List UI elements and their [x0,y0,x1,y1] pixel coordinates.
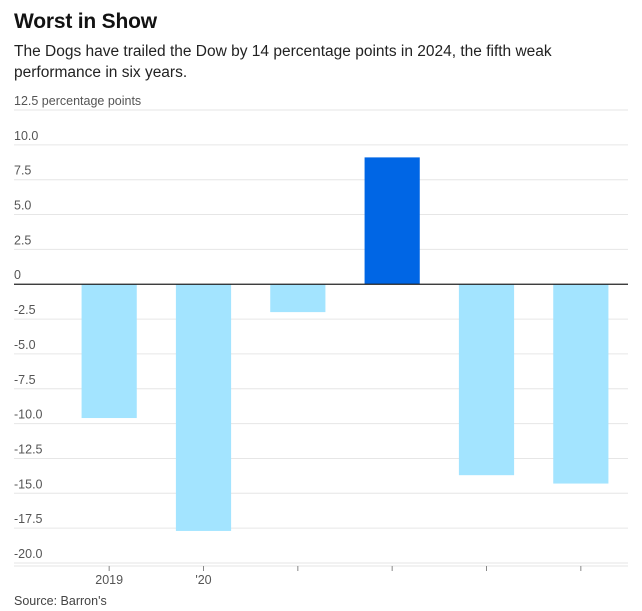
y-axis-tick-labels: 12.5 percentage points 10.0 7.5 5.0 2.5 0 -2.5… [14,94,141,561]
x-axis: 2019 '20 [14,565,628,587]
y-tick-label: 7.5 [14,164,31,178]
y-tick-label: -20.0 [14,547,43,561]
y-tick-label: -2.5 [14,303,36,317]
bar [175,284,232,531]
bar [270,284,326,313]
y-tick-label: -7.5 [14,373,36,387]
x-tick-label: 2019 [95,573,123,587]
source-note: Source: Barron's [14,594,107,608]
bar [81,284,137,419]
chart-subtitle: The Dogs have trailed the Dow by 14 perc… [14,43,552,81]
y-tick-label: -5.0 [14,338,36,352]
chart-title: Worst in Show [14,10,157,33]
y-tick-label: 2.5 [14,233,31,247]
x-tick-label: '20 [195,573,211,587]
y-tick-label: -12.5 [14,442,43,456]
y-tick-label: -10.0 [14,408,43,422]
bar [553,284,609,484]
y-tick-label: 0 [14,268,21,282]
y-tick-label: 5.0 [14,199,31,213]
y-tick-label: 12.5 percentage points [14,94,141,108]
bar [458,284,515,476]
bars [81,157,609,531]
y-tick-label: 10.0 [14,129,38,143]
y-tick-label: -15.0 [14,477,43,491]
bar [364,157,420,285]
y-tick-label: -17.5 [14,512,43,526]
